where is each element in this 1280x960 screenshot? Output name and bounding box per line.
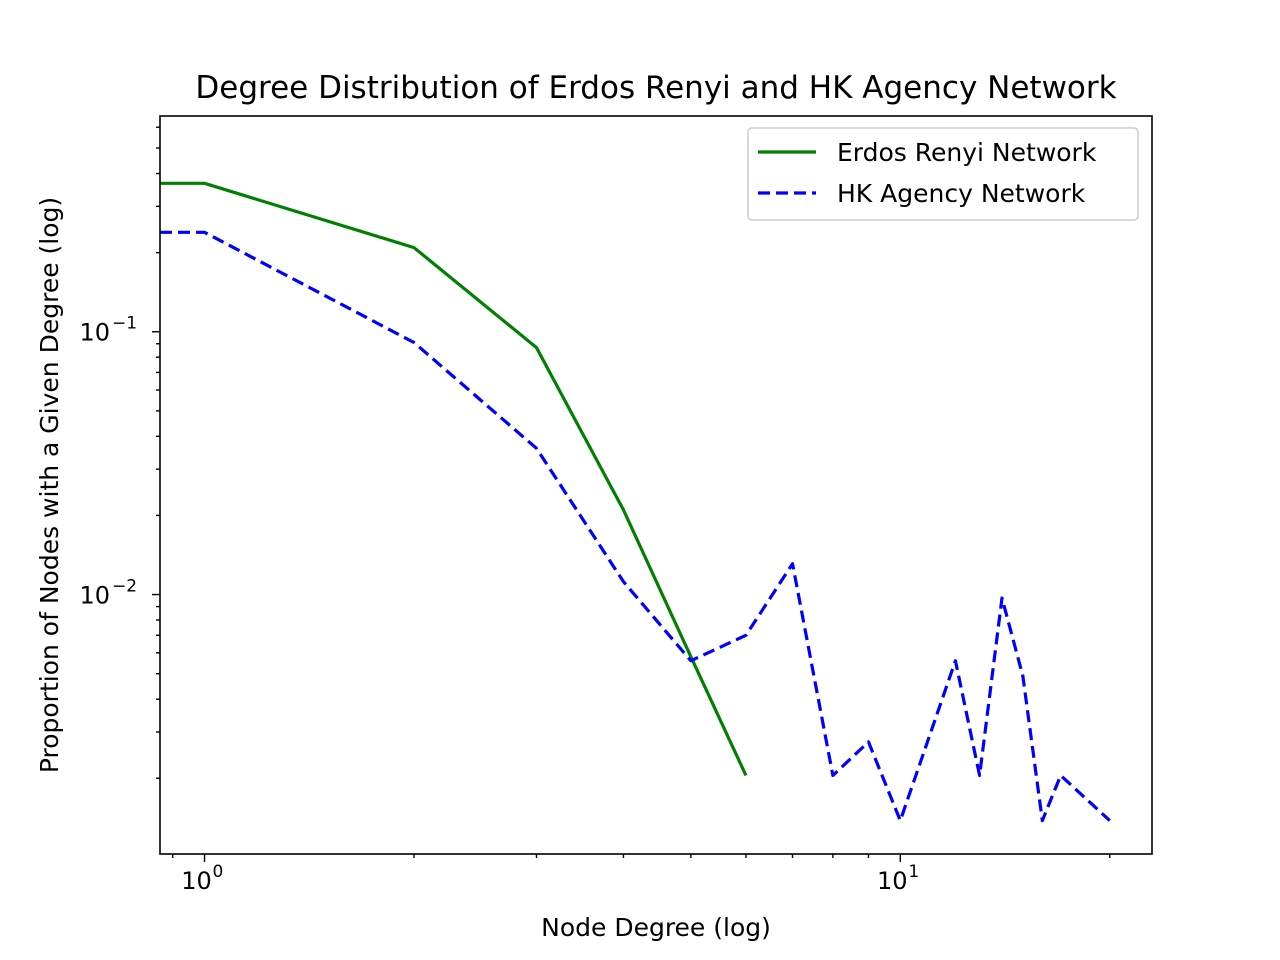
y-tick-exponent-2: −2 — [112, 577, 137, 597]
legend: Erdos Renyi Network HK Agency Network — [747, 127, 1139, 221]
plot-frame — [159, 115, 1153, 855]
chart-title: Degree Distribution of Erdos Renyi and H… — [195, 70, 1116, 106]
x-tick-exponent-1: 0 — [213, 862, 224, 882]
series-layer — [160, 181, 1111, 823]
y-tick-label-1: 10 — [79, 319, 110, 347]
y-axis-label: Proportion of Nodes with a Given Degree … — [35, 197, 64, 773]
series-line-2 — [160, 230, 1111, 823]
legend-label-2: HK Agency Network — [837, 179, 1086, 208]
series-line-1 — [160, 181, 748, 777]
legend-label-1: Erdos Renyi Network — [837, 138, 1097, 167]
y-tick-exponent-1: −1 — [112, 314, 137, 334]
legend-box — [747, 127, 1139, 221]
ticks-layer: 10 0 10 110 −110 −2 — [79, 126, 1111, 895]
x-tick-exponent-2: 1 — [908, 862, 919, 882]
x-tick-label-1: 10 — [181, 867, 212, 895]
x-tick-label-2: 10 — [877, 867, 908, 895]
y-tick-label-2: 10 — [79, 582, 110, 610]
x-axis-label: Node Degree (log) — [541, 913, 771, 942]
